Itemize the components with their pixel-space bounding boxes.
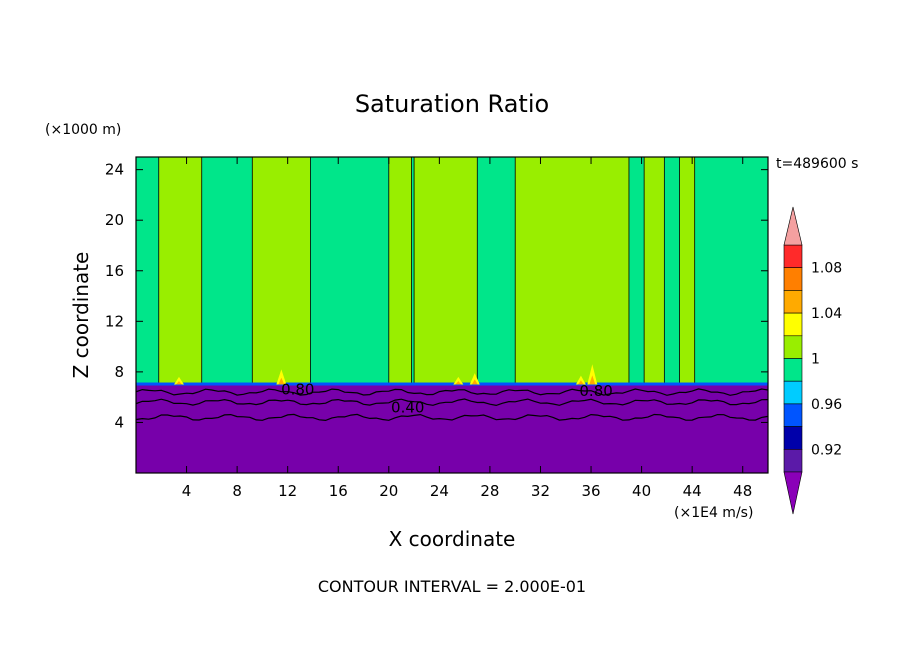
plot-frame: [135, 156, 769, 474]
x-tick-label: 32: [531, 482, 550, 500]
x-tick-label: 48: [733, 482, 752, 500]
colorbar-segment: [783, 426, 803, 450]
hotspot-mark: [587, 364, 598, 385]
contour-interval-note: CONTOUR INTERVAL = 2.000E-01: [318, 577, 586, 596]
colorbar-segment: [783, 312, 803, 337]
y-axis-label: Z coordinate: [69, 252, 93, 379]
hotspot-mark: [276, 369, 287, 385]
colorbar-label: 1.04: [811, 306, 842, 322]
colorbar: 1.08 1.04 1 0.96 0.92: [783, 206, 842, 515]
colorbar-label: 1: [811, 352, 820, 368]
hotspot-mark: [469, 373, 480, 385]
x-tick-label: 20: [379, 482, 398, 500]
hotspot-core: [175, 381, 182, 385]
x-axis-label: X coordinate: [389, 527, 516, 551]
supersaturated-column: [251, 157, 311, 385]
chart-title: Saturation Ratio: [355, 90, 549, 118]
supersaturated-column: [413, 157, 478, 385]
y-tick-label: 8: [114, 363, 124, 381]
y-tick-label: 20: [105, 211, 124, 229]
colorbar-segment: [783, 335, 803, 359]
hotspot-core: [455, 381, 462, 385]
colorbar-segment: [783, 403, 803, 427]
x-tick-label: 4: [182, 482, 192, 500]
y-tick-label: 4: [114, 413, 124, 431]
colorbar-label: 0.96: [811, 397, 842, 413]
colorbar-segment: [783, 267, 803, 291]
contour-label: 0.40: [391, 398, 424, 416]
colorbar-segment: [783, 290, 803, 314]
supersaturated-column: [158, 157, 203, 385]
hotspot-core: [278, 377, 285, 385]
x-tick-label: 12: [278, 482, 297, 500]
colorbar-label: 0.92: [811, 442, 842, 458]
contour-line: [136, 398, 768, 407]
y-tick-label: 24: [105, 161, 124, 179]
x-tick-label: 40: [632, 482, 651, 500]
supersaturated-column: [679, 157, 696, 385]
x-tick-label: 16: [329, 482, 348, 500]
y-unit: (×1000 m): [45, 122, 121, 138]
hotspot-mark: [453, 376, 464, 385]
colorbar-label: 1.08: [811, 261, 842, 277]
y-tick-label: 12: [105, 312, 124, 330]
contour-line: [136, 388, 768, 396]
colorbar-segment: [783, 380, 803, 405]
supersaturated-column: [388, 157, 412, 385]
x-tick-label: 44: [683, 482, 702, 500]
hotspot-mark: [575, 375, 586, 385]
boundary-band: [136, 382, 768, 386]
hotspot-mark: [173, 376, 184, 385]
contour-label: 0.80: [579, 382, 612, 400]
y-tick-label: 16: [105, 262, 124, 280]
x-tick-label: 28: [480, 482, 499, 500]
colorbar-segment: [783, 244, 803, 269]
hotspot-core: [577, 380, 584, 385]
x-tick-label: 8: [232, 482, 242, 500]
contour-label: 0.80: [281, 381, 314, 399]
x-unit: (×1E4 m/s): [674, 505, 753, 521]
supersaturated-column: [643, 157, 665, 385]
supersaturated-column: [514, 157, 630, 385]
contour-line: [136, 413, 768, 422]
colorbar-top-arrow: [783, 206, 803, 246]
lower-layer-fill: [136, 384, 768, 473]
colorbar-segment: [783, 448, 803, 473]
colorbar-segment: [783, 358, 803, 382]
hotspot-core: [471, 379, 478, 385]
time-label: t=489600 s: [776, 156, 858, 172]
hotspot-core: [589, 375, 596, 385]
x-tick-label: 36: [581, 482, 600, 500]
colorbar-bottom-arrow: [783, 471, 803, 515]
plot-area: 0.80 0.40 0.80: [136, 157, 768, 473]
x-tick-label: 24: [430, 482, 449, 500]
